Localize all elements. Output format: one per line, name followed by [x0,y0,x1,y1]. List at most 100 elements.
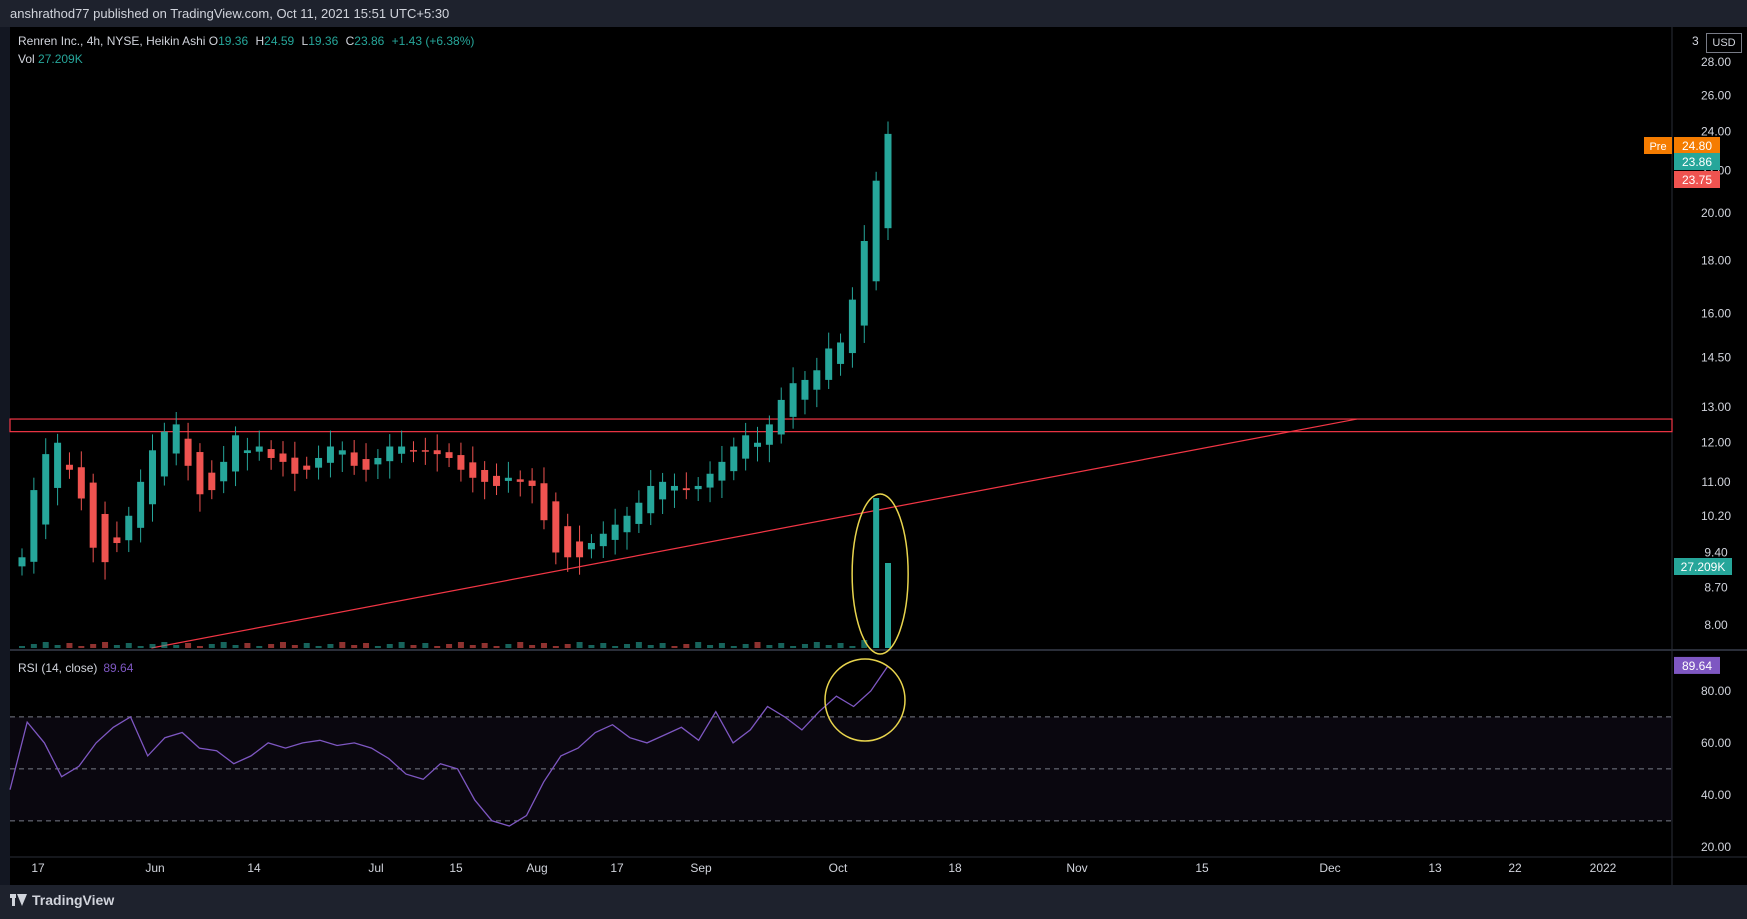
volume-badge-value: 27.209K [1681,560,1726,574]
rsi-tick-label: 80.00 [1701,684,1731,698]
candle-body [362,459,370,470]
candle-body [730,446,738,472]
volume-label: Vol [18,52,35,66]
currency-button[interactable]: USD [1706,33,1742,53]
volume-bar [66,643,73,648]
price-tick-label: 18.00 [1701,254,1731,268]
candle-body [706,473,714,488]
price-tick-label: 13.00 [1701,400,1731,414]
candle-body [860,240,868,326]
candle-body [599,533,607,547]
candle-body [587,543,595,550]
price-tick-label: 16.00 [1701,306,1731,320]
candle-body [754,442,762,447]
price-tick-label: 9.40 [1704,545,1728,559]
price-badge-value: 23.86 [1682,155,1712,169]
candle-body [220,461,228,482]
volume-bar [742,644,749,648]
low-value: 19.36 [308,34,339,48]
low-label: L [301,34,309,48]
price-tick-label: 24.00 [1701,124,1731,138]
time-tick-label: Sep [690,861,712,875]
volume-legend: Vol 27.209K [18,52,83,66]
volume-bar [730,646,737,648]
volume-bar [505,644,512,648]
candle-body [315,457,323,468]
volume-bar [576,642,583,648]
volume-bar [54,645,61,648]
volume-bar [291,645,298,648]
time-tick-label: Aug [526,861,547,875]
time-tick-label: Jul [368,861,383,875]
candle-body [825,348,833,380]
volume-bar [790,646,797,648]
time-tick-label: Nov [1066,861,1087,875]
rsi-tick-label: 60.00 [1701,736,1731,750]
volume-bar [410,645,417,648]
candle-body [196,452,204,495]
volume-bar [113,645,120,648]
volume-bar [635,642,642,648]
price-tick-label: 20.00 [1701,206,1731,220]
volume-bar [671,646,678,648]
candle-body [813,370,821,390]
volume-bar [588,645,595,648]
candle-body [611,524,619,540]
candle-body [647,485,655,514]
rsi-line [9,665,889,827]
time-tick-label: 2022 [1590,861,1617,875]
volume-bar [469,645,476,648]
chart-area[interactable] [10,27,1747,885]
volume-bar [434,646,441,648]
candle-body [718,461,726,481]
candle-body [694,485,702,490]
volume-bar [612,646,619,648]
volume-bar [529,645,536,648]
candle-body [742,435,750,459]
candle-body [481,469,489,482]
candle-body [848,299,856,354]
candle-body [837,342,845,364]
time-tick-label: 15 [1195,861,1209,875]
price-tick-label: 26.00 [1701,88,1731,102]
rsi-badge-value: 89.64 [1682,659,1712,673]
volume-bar [232,645,239,648]
volume-bar [161,642,168,648]
candle-body [89,482,97,548]
candle-body [516,479,524,482]
volume-bar [303,643,310,648]
candle-body [445,452,453,458]
candle-body [493,475,501,486]
candle-body [528,480,536,486]
volume-bar [801,644,808,648]
candle-body [243,450,251,454]
volume-bar [659,643,666,648]
volume-bar [102,642,109,648]
candle-body [77,467,85,499]
volume-bar [220,642,227,648]
time-tick-label: 15 [449,861,463,875]
rsi-tick-label: 40.00 [1701,788,1731,802]
price-tick-label: 3 [1692,34,1699,48]
volume-bar [552,646,559,648]
volume-bar [30,644,37,648]
candle-body [137,481,145,528]
close-value: 23.86 [354,34,385,48]
price-tick-label: 11.00 [1701,475,1730,489]
volume-bar [457,642,464,648]
candle-body [398,446,406,454]
resistance-zone [9,418,1673,433]
volume-badge-bg [1674,558,1732,575]
candle-body [148,450,156,505]
candle-body [789,383,797,417]
volume-bar [268,644,275,648]
candle-body [421,450,429,452]
candle-body [303,465,311,470]
volume-bar [707,645,714,648]
volume-bar [837,643,844,648]
volume-bar [315,646,322,648]
candle-body [670,485,678,491]
volume-bar [683,644,690,648]
volume-bar [446,644,453,648]
